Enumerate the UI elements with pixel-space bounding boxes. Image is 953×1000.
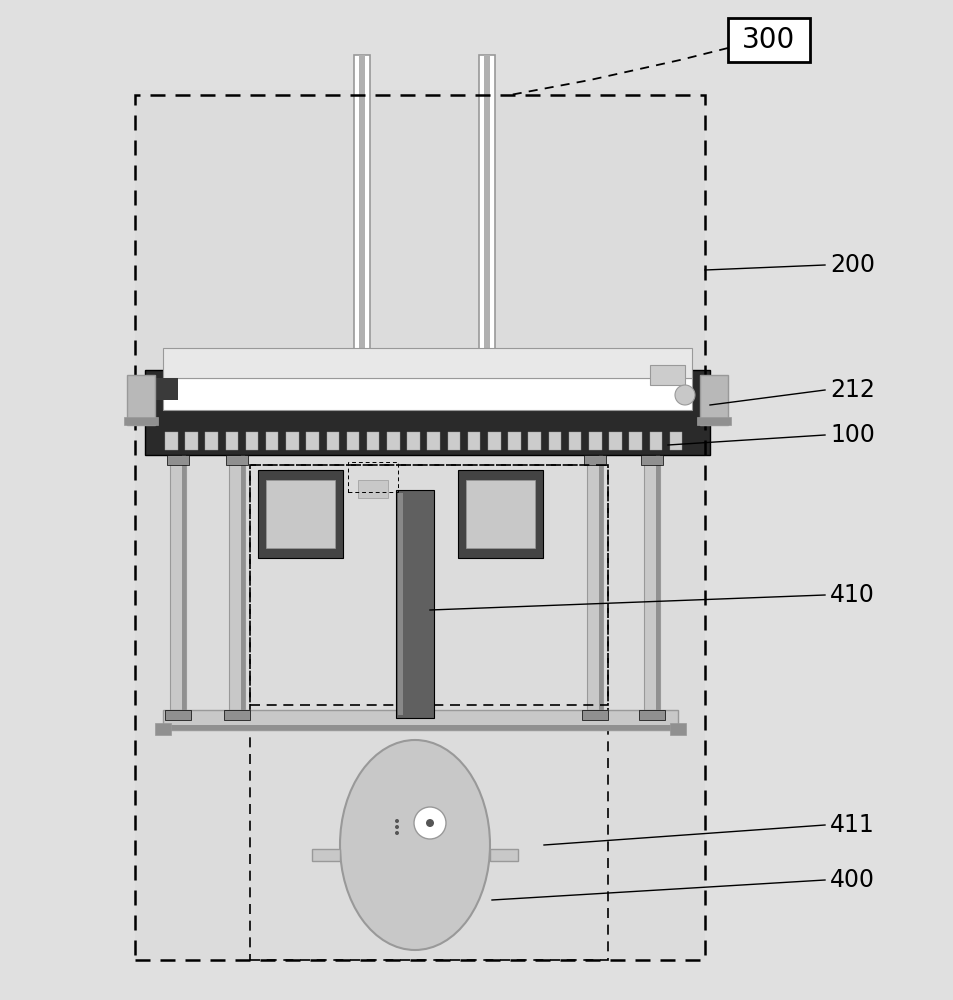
Ellipse shape [339,740,490,950]
Bar [358,55,365,385]
Bar [241,455,245,710]
Bar [163,710,678,730]
Bar [357,480,388,498]
Bar [727,18,809,62]
Text: 300: 300 [741,26,795,54]
Bar [326,432,338,450]
Bar [163,725,678,730]
Bar [266,480,335,548]
Bar [163,348,691,378]
Bar [700,375,727,425]
Bar [145,370,709,455]
Text: 100: 100 [829,423,874,447]
Bar [478,55,495,385]
Bar [165,710,191,720]
Bar [266,432,278,450]
Bar [225,432,238,450]
Bar [205,432,217,450]
Bar [257,470,343,558]
Bar [457,470,542,558]
Bar [286,432,298,450]
Ellipse shape [675,385,695,405]
Bar [124,417,158,425]
Bar [135,90,704,960]
Bar [185,432,197,450]
Bar [250,465,607,705]
Bar [348,462,397,492]
Bar [182,455,186,710]
Bar [224,710,250,720]
Bar [643,455,659,710]
Text: 400: 400 [829,868,874,892]
Bar [586,455,602,710]
Bar [669,432,681,450]
Bar [581,710,607,720]
Text: 411: 411 [829,813,874,837]
Bar [167,455,189,465]
Bar [488,432,500,450]
Bar [465,480,535,548]
Bar [656,455,659,710]
Bar [226,455,248,465]
Ellipse shape [395,819,398,823]
Bar [640,455,662,465]
Bar [387,432,399,450]
Bar [483,55,490,385]
Bar [583,455,605,465]
Bar [229,455,245,710]
Bar [490,849,517,861]
Bar [246,432,258,450]
Bar [312,849,339,861]
Bar [447,432,459,450]
Bar [669,723,685,735]
Bar [150,378,178,400]
Bar [346,432,359,450]
Bar [306,432,318,450]
Bar [568,432,580,450]
Bar [639,710,664,720]
Ellipse shape [426,819,434,827]
Bar [407,432,419,450]
Text: 212: 212 [829,378,874,402]
Bar [697,417,730,425]
Bar [528,432,540,450]
Bar [163,378,691,410]
Bar [135,95,704,960]
Bar [367,432,379,450]
Bar [165,432,177,450]
Bar [397,493,402,715]
Bar [598,455,602,710]
Text: 410: 410 [829,583,874,607]
Ellipse shape [395,831,398,835]
Bar [629,432,641,450]
Bar [548,432,560,450]
Bar [154,723,171,735]
Bar [508,432,520,450]
Bar [250,465,607,960]
Bar [395,490,434,718]
Ellipse shape [395,825,398,829]
Bar [649,432,661,450]
Bar [127,375,154,425]
Bar [467,432,480,450]
Ellipse shape [414,807,446,839]
Text: 200: 200 [829,253,874,277]
Bar [588,432,601,450]
Bar [427,432,439,450]
Bar [609,432,621,450]
Bar [649,365,684,385]
Bar [354,55,370,385]
Bar [170,455,186,710]
